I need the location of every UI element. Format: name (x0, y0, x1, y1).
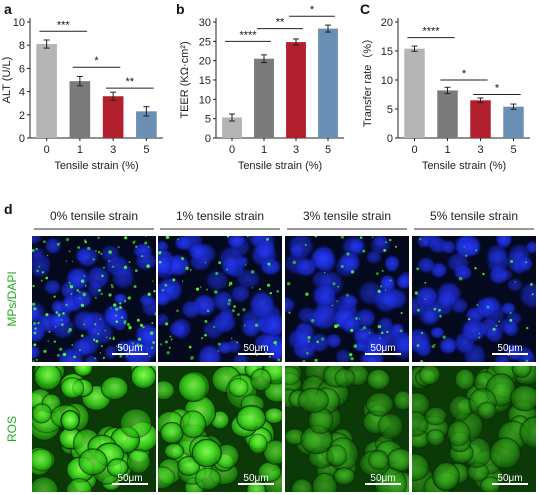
column-title: 1% tensile strain (176, 209, 264, 223)
y-tick-label: 10 (199, 94, 211, 106)
significance-label: * (94, 55, 99, 67)
panel-letter: a (4, 1, 12, 17)
x-tick-label: 5 (510, 144, 516, 156)
scale-bar-label: 50μm (117, 473, 142, 484)
mps-dapi-image: 50μm (158, 236, 282, 362)
y-tick-label: 5 (205, 114, 211, 126)
scale-bar-label: 50μm (243, 473, 268, 484)
x-tick-label: 3 (293, 144, 299, 156)
bar-0 (404, 48, 425, 138)
significance-label: * (310, 4, 315, 16)
ros-image: 50μm (285, 366, 409, 492)
y-axis-title: TEER (KΩ·cm²) (179, 41, 191, 118)
y-tick-label: 30 (199, 17, 211, 29)
y-tick-label: 15 (381, 46, 393, 58)
scale-bar-label: 50μm (370, 343, 395, 354)
y-tick-label: 20 (199, 56, 211, 68)
y-tick-label: 15 (199, 75, 211, 87)
scale-bar-label: 50μm (497, 343, 522, 354)
y-tick-label: 0 (387, 133, 393, 145)
y-tick-label: 25 (199, 36, 211, 48)
x-tick-label: 0 (44, 144, 50, 156)
bar-5 (136, 111, 157, 138)
bar-5 (503, 106, 524, 138)
significance-label: **** (422, 26, 440, 38)
bar-3 (286, 42, 306, 138)
column-title: 5% tensile strain (430, 209, 518, 223)
x-tick-label: 0 (229, 144, 235, 156)
y-tick-label: 0 (19, 133, 25, 145)
bar-1 (69, 81, 91, 138)
x-tick-label: 5 (143, 144, 149, 156)
x-axis-title: Tensile strain (%) (54, 160, 138, 172)
significance-label: * (495, 83, 500, 95)
x-axis-title: Tensile strain (%) (422, 160, 506, 172)
row-title: ROS (5, 416, 19, 442)
bar-3 (470, 100, 491, 138)
bar-1 (254, 58, 274, 138)
bar-5 (318, 28, 338, 138)
bar-1 (437, 90, 458, 138)
y-tick-label: 4 (19, 87, 25, 99)
micrograph-grid: 0% tensile strain 1% tensile strain 3% ten… (5, 209, 536, 492)
bar-3 (102, 96, 124, 138)
bar-0 (36, 44, 57, 138)
y-tick-label: 0 (205, 133, 211, 145)
x-tick-label: 5 (325, 144, 331, 156)
mps-dapi-image: 50μm (285, 236, 409, 362)
x-tick-label: 1 (77, 144, 83, 156)
x-tick-label: 1 (261, 144, 267, 156)
x-tick-label: 3 (477, 144, 483, 156)
x-tick-label: 3 (110, 144, 116, 156)
y-tick-label: 8 (19, 40, 25, 52)
scale-bar-label: 50μm (497, 473, 522, 484)
bar-0 (222, 117, 242, 138)
mps-dapi-image: 50μm (32, 236, 156, 362)
panel-letter-d: d (4, 201, 13, 217)
column-title: 3% tensile strain (303, 209, 391, 223)
y-tick-label: 10 (13, 17, 25, 29)
panel-letter: C (360, 1, 370, 17)
ros-image: 50μm (412, 366, 536, 492)
significance-label: **** (239, 29, 257, 41)
ros-image: 50μm (32, 366, 156, 492)
y-tick-label: 6 (19, 63, 25, 75)
column-title: 0% tensile strain (50, 209, 138, 223)
x-tick-label: 1 (444, 144, 450, 156)
scale-bar-label: 50μm (370, 473, 395, 484)
y-axis-title: Transfer rate（%） (361, 33, 374, 127)
x-axis-title: Tensile strain (%) (238, 160, 322, 172)
y-tick-label: 2 (19, 110, 25, 122)
significance-label: ** (276, 17, 285, 29)
y-tick-label: 10 (381, 75, 393, 87)
scale-bar-label: 50μm (243, 343, 268, 354)
x-tick-label: 0 (411, 144, 417, 156)
panel-letter: b (176, 1, 185, 17)
significance-label: * (462, 68, 467, 80)
row-title: MPs/DAPI (5, 271, 19, 326)
y-axis-title: ALT (U/L) (1, 57, 13, 104)
y-tick-label: 5 (387, 104, 393, 116)
y-tick-label: 20 (381, 17, 393, 29)
significance-label: ** (125, 76, 134, 88)
ros-image: 50μm (158, 366, 282, 492)
mps-dapi-image: 50μm (412, 236, 536, 362)
scale-bar-label: 50μm (117, 343, 142, 354)
significance-label: *** (57, 19, 71, 31)
